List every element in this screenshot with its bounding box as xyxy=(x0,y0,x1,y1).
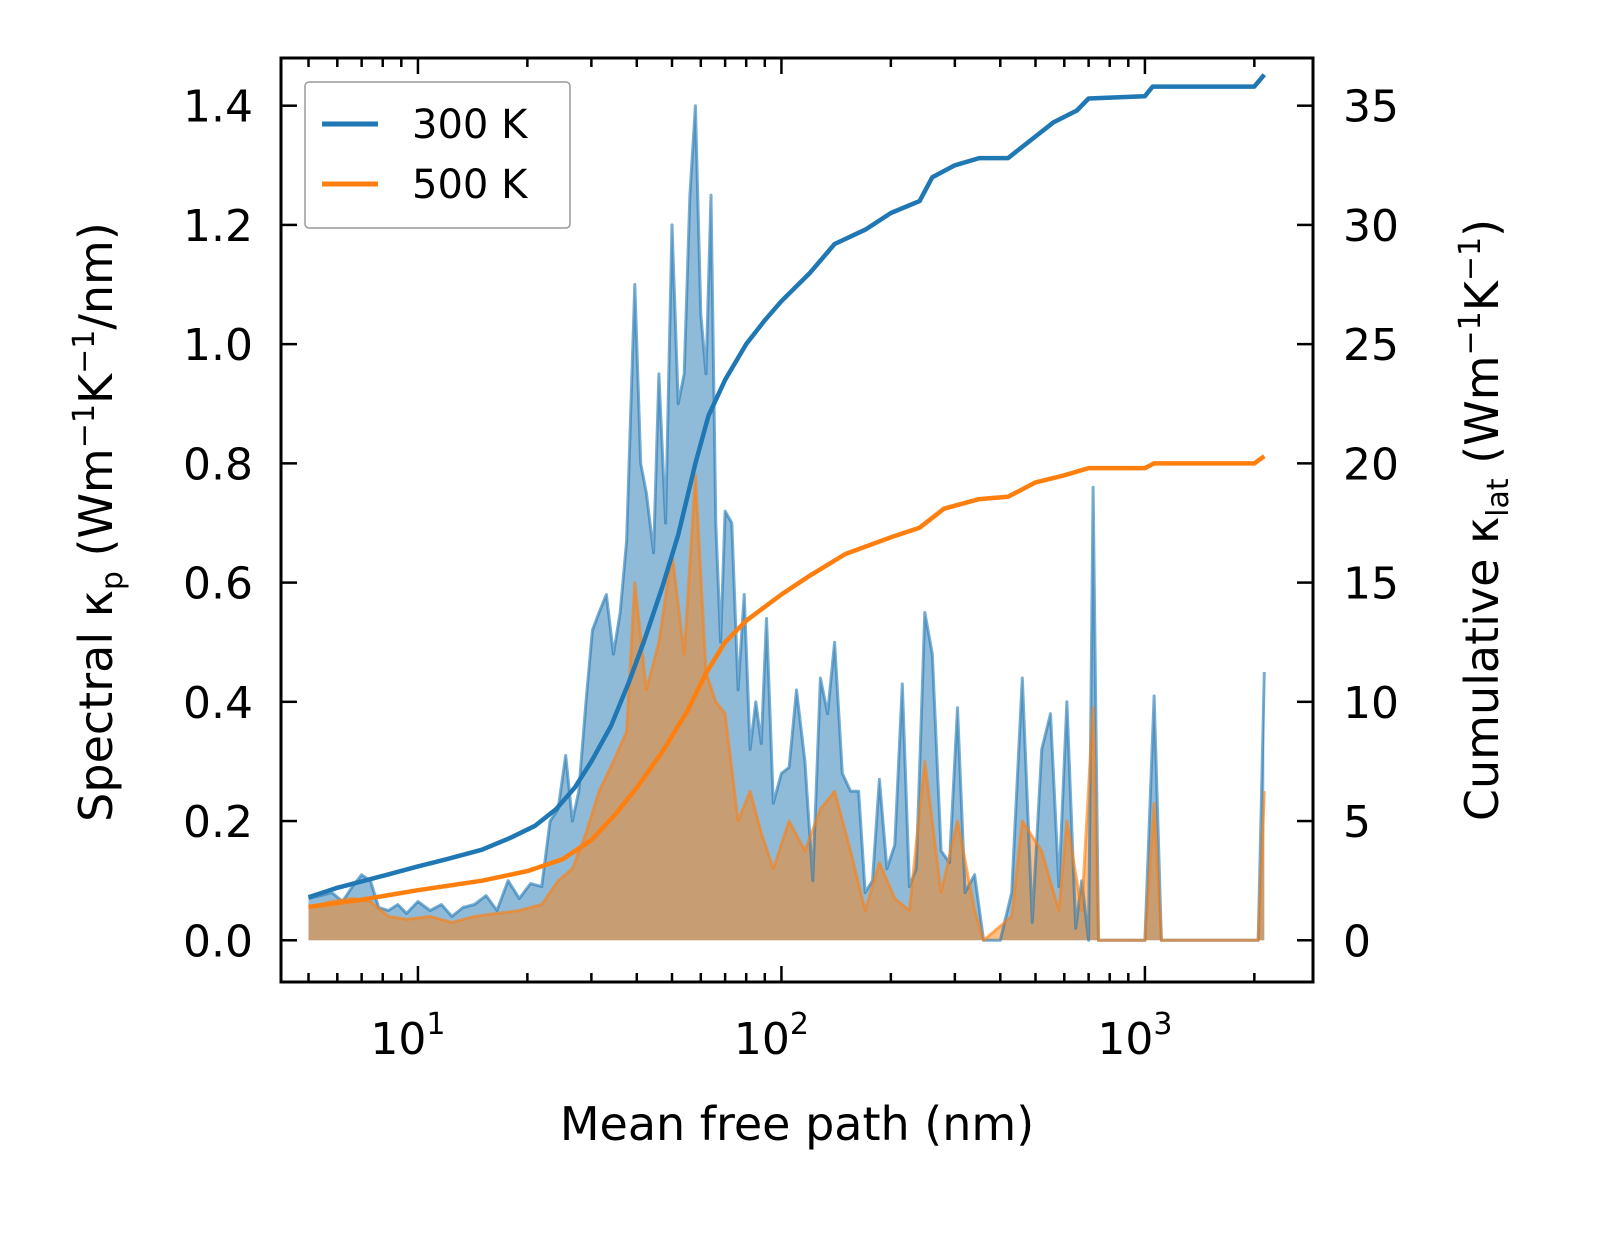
y-left-tick-label: 0.0 xyxy=(183,916,253,967)
y-right-tick-label: 15 xyxy=(1343,559,1399,610)
axis-ticks xyxy=(281,58,1313,982)
cumulative-line-300k xyxy=(307,73,1267,900)
cumulative-line-500k xyxy=(308,454,1266,910)
x-tick-label-base: 10 xyxy=(1097,1014,1153,1065)
y-left-tick-label: 1.2 xyxy=(183,201,253,252)
y-right-tick-label: 10 xyxy=(1343,678,1399,729)
legend-box xyxy=(304,81,571,229)
y-right-label-sub: lat xyxy=(1481,478,1516,517)
y-right-tick-label: 0 xyxy=(1343,916,1371,967)
y-left-tick-label: 1.4 xyxy=(183,82,253,133)
y-left-label-pre: Spectral κ xyxy=(69,590,123,822)
x-axis-label: Mean free path (nm) xyxy=(560,1097,1034,1151)
y-right-label-sup2: −1 xyxy=(1453,237,1488,281)
tick-labels: 101 102 1030.00.20.40.60.81.01.21.40510152… xyxy=(183,82,1399,1065)
y-left-tick-label: 0.6 xyxy=(183,559,253,610)
y-right-tick-label: 20 xyxy=(1343,439,1399,490)
y-left-label-mid: K xyxy=(69,372,123,404)
legend-label-500k: 500 K xyxy=(412,162,529,208)
spectral-fill-300k xyxy=(308,105,1265,941)
spectral-line-300k xyxy=(308,104,1266,942)
spectral-line-500k xyxy=(308,473,1266,942)
x-tick-label-exp: 2 xyxy=(790,1007,809,1042)
y-right-tick-label: 35 xyxy=(1343,82,1399,133)
y-right-label-post: (Wm xyxy=(1455,355,1509,478)
spectral-fill-500k xyxy=(308,475,1265,941)
y-left-tick-label: 1.0 xyxy=(183,320,253,371)
y-right-label-sup1: −1 xyxy=(1453,311,1488,355)
y-right-label-mid: K xyxy=(1455,279,1509,311)
y-right-label-pre: Cumulative κ xyxy=(1455,517,1509,821)
y-right-axis-label: Cumulative κlat (Wm−1K−1) xyxy=(1453,219,1516,821)
x-tick-label-exp: 3 xyxy=(1153,1007,1172,1042)
x-tick-label-base: 10 xyxy=(734,1014,790,1065)
y-left-axis-label: Spectral κp (Wm−1K−1/nm) xyxy=(67,222,130,822)
y-right-label-end: ) xyxy=(1455,219,1509,237)
spectral-lines xyxy=(308,104,1266,942)
y-left-tick-label: 0.2 xyxy=(183,797,253,848)
y-left-tick-label: 0.4 xyxy=(183,678,253,729)
x-tick-label: 101 xyxy=(370,1007,445,1065)
y-left-tick-label: 0.8 xyxy=(183,439,253,490)
y-right-tick-label: 5 xyxy=(1343,797,1371,848)
plot-frame xyxy=(279,56,1315,984)
x-tick-label-exp: 1 xyxy=(426,1007,445,1042)
legend: 300 K 500 K xyxy=(304,81,571,229)
y-left-label-post: (Wm xyxy=(69,448,123,571)
y-left-label-sup2: −1 xyxy=(67,330,102,374)
legend-label-300k: 300 K xyxy=(412,102,529,148)
y-left-label-end: /nm) xyxy=(69,222,123,329)
spectral-fills xyxy=(308,105,1265,941)
y-right-tick-label: 30 xyxy=(1343,201,1399,252)
cumulative-lines xyxy=(307,73,1267,910)
y-left-label-sub: p xyxy=(95,571,130,590)
x-tick-label: 103 xyxy=(1097,1007,1172,1065)
y-left-label-sup1: −1 xyxy=(67,404,102,448)
x-tick-label: 102 xyxy=(734,1007,809,1065)
x-tick-label-base: 10 xyxy=(370,1014,426,1065)
y-right-tick-label: 25 xyxy=(1343,320,1399,371)
